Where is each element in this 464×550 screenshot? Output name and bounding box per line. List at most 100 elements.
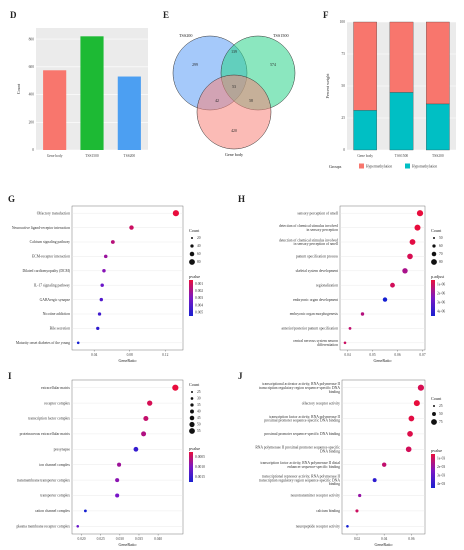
panel-j-dot bbox=[408, 415, 415, 422]
panel-i-term-label: presynapse bbox=[54, 448, 71, 452]
panel-i-count-legend-dot bbox=[189, 421, 195, 428]
panel-e-region-count: 420 bbox=[231, 129, 237, 133]
panel-h-dot bbox=[348, 327, 352, 330]
panel-i-term-label: plasma membrane receptor complex bbox=[16, 525, 70, 529]
panel-j-term-label: neuropeptide receptor activity bbox=[296, 525, 340, 529]
panel-d-y-tick-label: 800 bbox=[29, 37, 35, 41]
panel-h-x-tick-label: 0.05 bbox=[369, 353, 375, 357]
panel-g-term-label: Neuroactive ligand-receptor interaction bbox=[12, 226, 70, 230]
panel-d-bar bbox=[117, 76, 141, 150]
panel-j-x-tick-label: 0.06 bbox=[408, 537, 414, 541]
panel-i-dot bbox=[83, 509, 87, 513]
panel-d-y-tick-label: 400 bbox=[29, 93, 35, 97]
panel-g-dot bbox=[103, 254, 108, 259]
panel-f-stacked-bar-segment bbox=[389, 21, 414, 93]
panel-g-dot bbox=[129, 225, 134, 230]
panel-h-pvalue-tick-label: 4e-06 bbox=[437, 310, 445, 314]
panel-g-pvalue-legend-title: pvalue bbox=[189, 274, 200, 279]
panel-i-pvalue-colorbar bbox=[189, 452, 193, 482]
panel-j-count-legend-label: 75 bbox=[439, 420, 443, 424]
panel-f-y-tick-label: 0 bbox=[343, 148, 345, 152]
panel-g-term-label: GABAergic synapse bbox=[40, 298, 71, 302]
panel-i-count-legend-label: 25 bbox=[197, 390, 201, 394]
panel-h-count-legend-dot bbox=[431, 259, 437, 265]
panel-h-dot bbox=[343, 341, 347, 345]
panel-g-count-legend-dot bbox=[190, 244, 194, 248]
panel-i-count-legend-label: 45 bbox=[197, 416, 201, 420]
panel-h-term-label: detection of chemical stimulus involved i… bbox=[279, 224, 338, 232]
panel-j-term-label: transcriptional activator activity, RNA … bbox=[259, 382, 341, 394]
panel-h-dot bbox=[414, 224, 421, 231]
panel-j-dot bbox=[346, 525, 349, 528]
panel-j-dot bbox=[407, 431, 413, 437]
panel-i-pvalue-tick-label: 0.0015 bbox=[195, 475, 205, 479]
panel-f-stacked-bar-segment bbox=[353, 21, 377, 111]
panel-e-venn-circle bbox=[196, 74, 272, 150]
panel-i-count-legend-dot bbox=[191, 391, 193, 393]
panel-h-dot bbox=[360, 312, 365, 316]
panel-j-dot bbox=[417, 384, 425, 391]
panel-j-term-label: neurotransmitter receptor activity bbox=[291, 494, 341, 498]
panel-g-term-label: ECM-receptor interaction bbox=[32, 255, 70, 259]
panel-i-pvalue-legend-title: pvalue bbox=[189, 446, 200, 451]
panel-f-legend-swatch bbox=[359, 163, 364, 169]
panel-d-y-tick-label: 200 bbox=[29, 120, 35, 124]
panel-j-count-legend-label: 25 bbox=[439, 404, 443, 408]
panel-f-y-axis-label: Percent weight bbox=[325, 73, 330, 99]
panel-g-term-label: IL-17 signaling pathway bbox=[34, 283, 70, 287]
panel-f-x-tick-label: Gene body bbox=[357, 154, 373, 158]
panel-g-x-tick-label: 0.08 bbox=[127, 353, 133, 357]
panel-g-count-legend-label: 20 bbox=[197, 236, 201, 240]
panel-f-x-tick-label: TSS1500 bbox=[395, 154, 409, 158]
panel-h-x-tick-label: 0.07 bbox=[419, 353, 425, 357]
panel-i-count-legend-label: 30 bbox=[197, 397, 201, 401]
panel-j-term-label: olfactory receptor activity bbox=[302, 401, 340, 405]
panel-i-count-legend-dot bbox=[190, 403, 194, 407]
panel-h-pvalue-tick-label: 3e-06 bbox=[437, 301, 445, 305]
panel-h-count-legend-title: Count bbox=[431, 228, 442, 233]
panel-j-x-tick-label: 0.04 bbox=[381, 537, 387, 541]
panel-f-stacked-bar-chart: F 0 25 50 75 100 Gene body TSS1500 TSS200 Percen… bbox=[323, 10, 456, 169]
panel-i-dot bbox=[143, 415, 149, 422]
panel-f-y-tick-label: 100 bbox=[340, 20, 346, 24]
panel-f-legend-swatch bbox=[405, 163, 410, 169]
panel-j-term-label: RNA polymerase II proximal promoter sequ… bbox=[255, 446, 340, 454]
panel-g-term-label: Dilated cardiomyopathy (DCM) bbox=[22, 269, 70, 273]
panel-j-dot bbox=[381, 462, 387, 467]
panel-f-stacked-bar-segment bbox=[426, 103, 450, 151]
panel-d-y-axis-label: Count bbox=[16, 83, 21, 94]
panel-i-plot-frame bbox=[71, 379, 184, 535]
panel-j-dot bbox=[413, 400, 420, 407]
panel-e-venn-diagram: E TSS200 TSS1500 Gene body 299 574 420 139 42 58… bbox=[163, 10, 296, 157]
panel-j-pvalue-tick-label: 2e-03 bbox=[437, 465, 445, 469]
panel-g-x-tick-label: 0.04 bbox=[91, 353, 97, 357]
panel-j-term-label: proximal promoter sequence-specific DNA … bbox=[264, 432, 340, 436]
panel-h-count-legend-label: 80 bbox=[439, 260, 443, 264]
panel-h-x-tick-label: 0.04 bbox=[344, 353, 350, 357]
panel-j-term-label: transcriptional repressor activity, RNA … bbox=[259, 474, 341, 486]
panel-i-x-axis-label: GeneRatio bbox=[119, 542, 137, 547]
panel-i-dot bbox=[172, 384, 179, 391]
panel-g-pvalue-tick-label: 0.001 bbox=[195, 282, 203, 286]
panel-g-count-legend-dot bbox=[191, 237, 193, 239]
panel-f-legend-title: Groups bbox=[329, 164, 342, 169]
panel-h-dot bbox=[402, 268, 408, 274]
panel-j-dot bbox=[405, 446, 412, 453]
panel-g-term-label: Maturity onset diabetes of the young bbox=[16, 341, 70, 345]
panel-g-dot bbox=[76, 341, 80, 345]
panel-h-pvalue-tick-label: 1e-06 bbox=[437, 283, 445, 287]
panel-h-x-tick-label: 0.06 bbox=[394, 353, 400, 357]
panel-j-pvalue-colorbar bbox=[431, 454, 435, 488]
panel-j-count-legend-dot bbox=[432, 412, 436, 416]
panel-e-region-count: 299 bbox=[192, 63, 198, 67]
panel-i-term-label: transcription factor complex bbox=[28, 417, 70, 421]
panel-e-set-label: TSS1500 bbox=[273, 33, 289, 38]
panel-i-count-legend-dot bbox=[189, 428, 195, 434]
panel-h-count-legend-label: 50 bbox=[439, 236, 443, 240]
panel-d-bar bbox=[80, 36, 104, 151]
panel-e-region-count: 58 bbox=[249, 99, 253, 103]
panel-h-term-label: anterior/posterior pattern specification bbox=[281, 327, 338, 331]
panel-h-dot bbox=[390, 282, 395, 288]
panel-j-x-axis-label: GeneRatio bbox=[375, 542, 393, 547]
panel-i-count-legend-label: 50 bbox=[197, 423, 201, 427]
